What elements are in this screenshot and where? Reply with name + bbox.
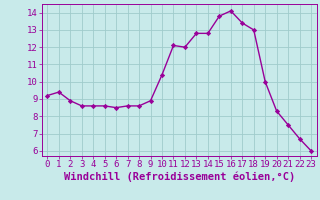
X-axis label: Windchill (Refroidissement éolien,°C): Windchill (Refroidissement éolien,°C) [64, 172, 295, 182]
